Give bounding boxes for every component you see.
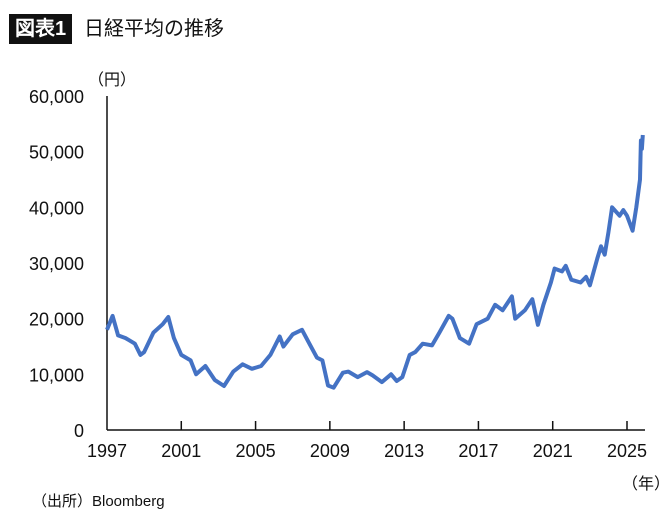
x-tick-label: 2017 [458, 441, 498, 461]
x-tick-label: 2021 [533, 441, 573, 461]
y-tick-label: 0 [74, 421, 84, 441]
y-tick-label: 30,000 [29, 254, 84, 274]
x-axis-unit: （年） [622, 476, 670, 493]
x-tick-label: 2009 [310, 441, 350, 461]
nikkei-series-line [105, 134, 645, 390]
y-tick-label: 20,000 [29, 310, 84, 330]
y-tick-label: 60,000 [29, 87, 84, 107]
source-note: （出所）Bloomberg [32, 493, 165, 510]
x-tick-label: 1997 [87, 441, 127, 461]
x-tick-label: 2001 [161, 441, 201, 461]
y-axis-unit: （円） [88, 72, 137, 89]
y-tick-label: 10,000 [29, 365, 84, 385]
chart-title: 日経平均の推移 [84, 18, 224, 40]
y-tick-label: 40,000 [29, 198, 84, 218]
figure-badge: 図表1 [9, 14, 73, 44]
x-tick-label: 2013 [384, 441, 424, 461]
x-tick-label: 2025 [607, 441, 647, 461]
x-tick-label: 2005 [236, 441, 276, 461]
y-tick-label: 50,000 [29, 143, 84, 163]
